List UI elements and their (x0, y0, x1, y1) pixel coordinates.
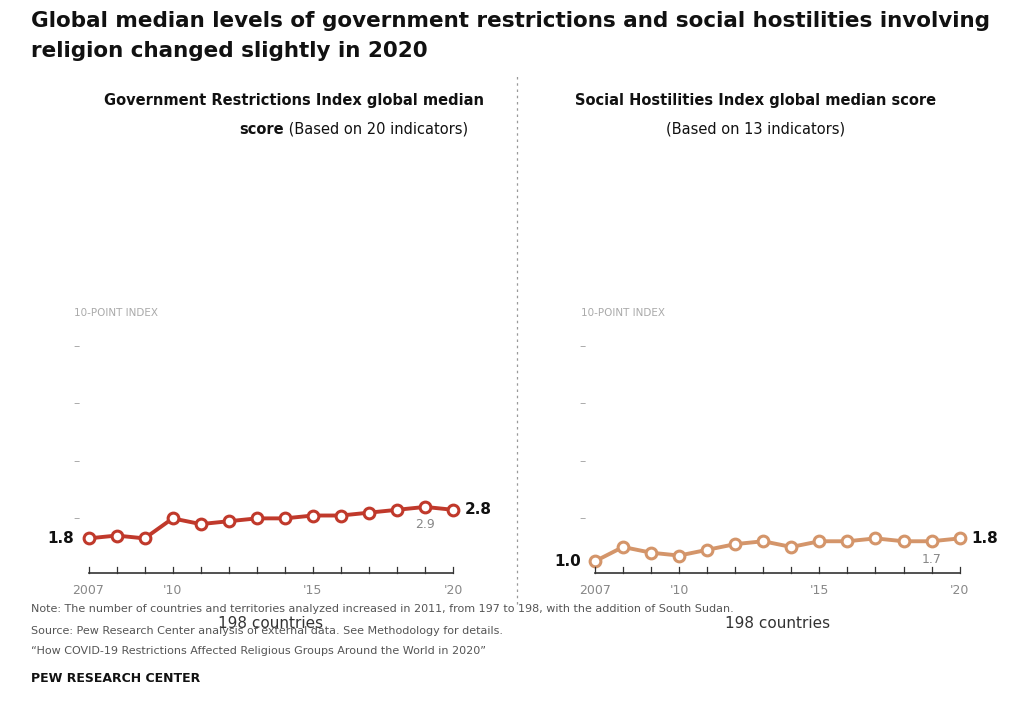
Point (360, 507, 377, 518)
Text: PEW RESEARCH CENTER: PEW RESEARCH CENTER (31, 672, 200, 685)
Point (840, 536, 856, 547)
Point (276, 513, 293, 524)
Text: Note: The number of countries and territories analyzed increased in 2011, from 1: Note: The number of countries and territ… (31, 604, 733, 614)
Text: 198 countries: 198 countries (725, 616, 829, 631)
Text: '20: '20 (443, 584, 463, 597)
Text: 1.7: 1.7 (922, 553, 941, 566)
Text: –: – (73, 340, 79, 353)
Point (193, 518, 209, 530)
Point (951, 533, 968, 544)
Point (220, 516, 237, 527)
Point (727, 538, 743, 550)
Text: 2007: 2007 (73, 584, 104, 597)
Text: “How COVID-19 Restrictions Affected Religious Groups Around the World in 2020”: “How COVID-19 Restrictions Affected Reli… (31, 646, 485, 656)
Point (80, 533, 96, 544)
Point (671, 550, 687, 561)
Point (109, 530, 125, 541)
Text: 198 countries: 198 countries (218, 616, 324, 631)
Text: 1.8: 1.8 (971, 531, 997, 546)
Text: (Based on 20 indicators): (Based on 20 indicators) (284, 122, 468, 137)
Text: –: – (580, 340, 586, 353)
Text: '15: '15 (303, 584, 323, 597)
Text: –: – (73, 455, 79, 468)
Text: –: – (73, 512, 79, 525)
Point (445, 504, 462, 516)
Text: 2.9: 2.9 (415, 518, 435, 531)
Text: –: – (73, 398, 79, 410)
Point (811, 536, 827, 547)
Text: Social Hostilities Index global median score: Social Hostilities Index global median s… (574, 93, 936, 108)
Text: '15: '15 (810, 584, 829, 597)
Text: '20: '20 (950, 584, 970, 597)
Point (587, 556, 603, 567)
Text: religion changed slightly in 2020: religion changed slightly in 2020 (31, 41, 427, 61)
Point (165, 513, 181, 524)
Text: 10-POINT INDEX: 10-POINT INDEX (75, 308, 159, 318)
Text: '10: '10 (163, 584, 182, 597)
Point (755, 536, 771, 547)
Point (417, 501, 433, 513)
Text: 2.8: 2.8 (464, 503, 492, 517)
Text: Government Restrictions Index global median: Government Restrictions Index global med… (104, 93, 484, 108)
Point (305, 510, 322, 521)
Text: '10: '10 (670, 584, 689, 597)
Point (614, 541, 631, 553)
Point (389, 504, 406, 516)
Text: Source: Pew Research Center analysis of external data. See Methodology for detai: Source: Pew Research Center analysis of … (31, 626, 503, 636)
Point (924, 536, 940, 547)
Point (643, 547, 659, 558)
Point (699, 544, 716, 556)
Text: 10-POINT INDEX: 10-POINT INDEX (581, 308, 665, 318)
Text: (Based on 13 indicators): (Based on 13 indicators) (666, 122, 845, 137)
Point (249, 513, 265, 524)
Text: Global median levels of government restrictions and social hostilities involving: Global median levels of government restr… (31, 11, 990, 31)
Point (333, 510, 349, 521)
Point (867, 533, 884, 544)
Text: 1.8: 1.8 (48, 531, 75, 546)
Text: score: score (240, 122, 284, 137)
Point (783, 541, 800, 553)
Text: –: – (580, 512, 586, 525)
Text: 2007: 2007 (579, 584, 611, 597)
Point (136, 533, 153, 544)
Point (895, 536, 911, 547)
Text: –: – (580, 398, 586, 410)
Text: 1.0: 1.0 (554, 554, 581, 568)
Text: –: – (580, 455, 586, 468)
